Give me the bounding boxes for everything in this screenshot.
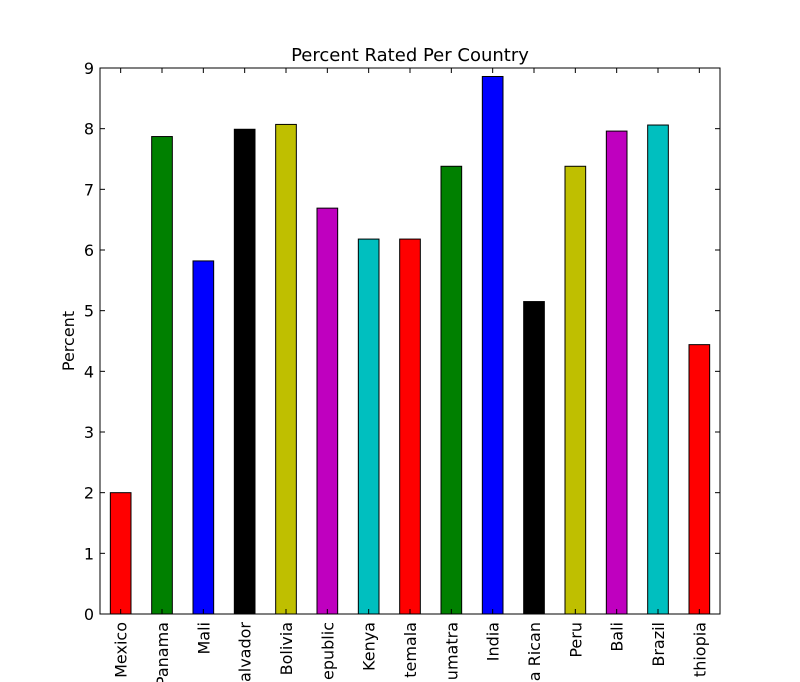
y-tick-label: 5	[84, 302, 94, 321]
y-tick-label: 2	[84, 484, 94, 503]
x-axis-ticks: Mexico Panama Mali alvador Bolivia epublic Ken…	[112, 68, 709, 682]
bar-mexico	[109, 492, 132, 615]
y-tick-label: 1	[84, 544, 94, 563]
bar-bolivia	[275, 123, 297, 615]
bar-guatemala	[399, 238, 421, 615]
x-tick-label: Mali	[194, 622, 213, 655]
x-tick-label: alvador	[236, 622, 255, 682]
x-tick-label: Panama	[153, 622, 172, 682]
y-tick-label: 9	[84, 59, 94, 78]
y-tick-label: 3	[84, 423, 94, 442]
x-tick-label: India	[484, 622, 503, 661]
x-tick-label: Bolivia	[277, 622, 296, 675]
x-tick-label: temala	[401, 622, 420, 678]
y-tick-label: 0	[84, 605, 94, 624]
bar-mali	[192, 260, 215, 615]
x-tick-label: umatra	[442, 622, 461, 680]
y-tick-label: 7	[84, 180, 94, 199]
y-tick-label: 8	[84, 120, 94, 139]
bar-brazil	[647, 124, 669, 615]
x-tick-label: Brazil	[649, 622, 668, 667]
plot-frame	[99, 67, 721, 615]
x-tick-label: Mexico	[112, 622, 131, 678]
x-tick-label: a Rican	[525, 622, 544, 681]
bar-panama	[151, 136, 173, 615]
bar-ethiopia	[688, 344, 711, 615]
x-tick-label: Peru	[566, 622, 585, 658]
bar-sumatra	[440, 165, 463, 615]
chart-title: Percent Rated Per Country	[291, 45, 529, 66]
y-tick-label: 6	[84, 241, 94, 260]
bars-group	[109, 75, 711, 615]
bar-dominican-republic	[316, 207, 339, 615]
x-tick-label: Bali	[608, 622, 627, 652]
bar-costa-rican	[523, 301, 545, 615]
x-tick-label: Kenya	[360, 622, 379, 671]
bar-peru	[564, 165, 587, 615]
bar-kenya	[357, 238, 380, 615]
bar-bali	[605, 130, 628, 615]
bar-el-salvador	[233, 128, 256, 615]
y-tick-label: 4	[84, 362, 94, 381]
x-tick-label: epublic	[318, 622, 337, 680]
x-tick-label: thiopia	[690, 622, 709, 677]
y-axis-label: Percent	[59, 311, 78, 371]
bar-india	[481, 75, 504, 615]
